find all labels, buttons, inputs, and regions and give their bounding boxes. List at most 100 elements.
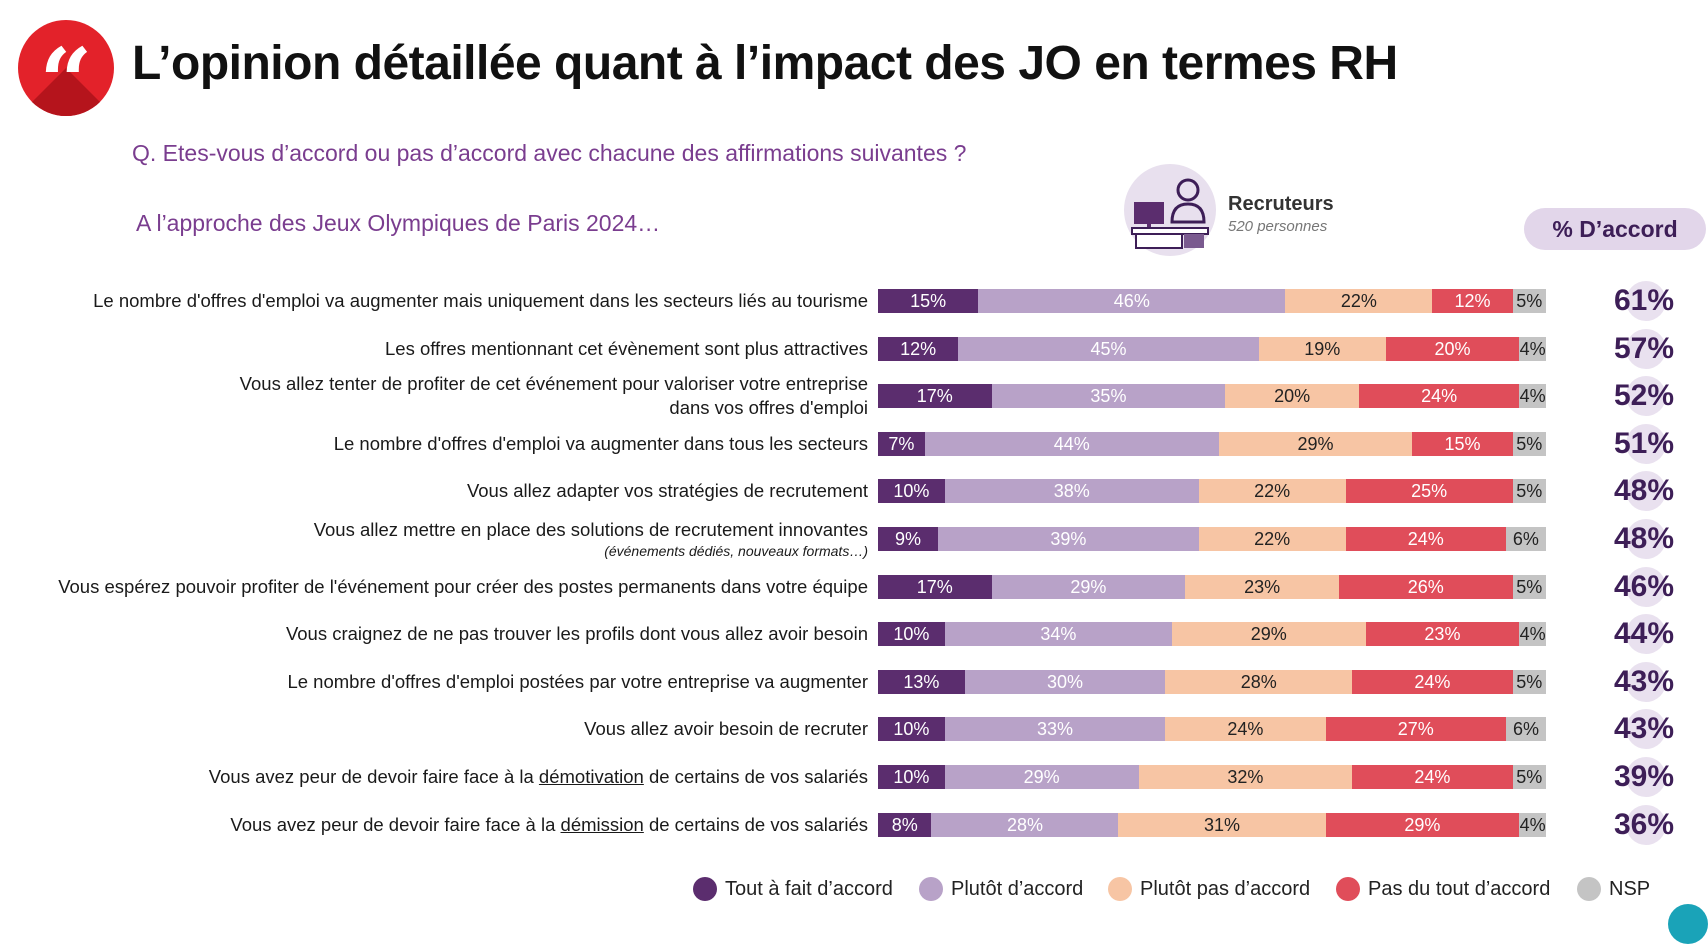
legend-item: Pas du tout d’accord xyxy=(1336,874,1550,904)
bar-segment-tout-a-fait: 13% xyxy=(878,669,965,694)
legend-item: NSP xyxy=(1577,874,1650,904)
stacked-bar: 12% 45% 19% 20% 4% xyxy=(878,336,1546,361)
survey-subquestion: A l’approche des Jeux Olympiques de Pari… xyxy=(136,210,661,236)
row-label: Vous avez peur de devoir faire face à la… xyxy=(209,755,868,799)
page-title: L’opinion détaillée quant à l’impact des… xyxy=(132,37,1398,90)
chart-legend: Tout à fait d’accord Plutôt d’accord Plutô… xyxy=(0,874,1708,904)
chart-row: Vous allez avoir besoin de recruter 10% 33… xyxy=(0,707,1708,751)
bar-segment-plutot: 33% xyxy=(944,717,1166,742)
bar-segment-nsp: 4% xyxy=(1519,336,1546,361)
accord-percentage: 39% xyxy=(1604,755,1684,799)
bar-segment-nsp: 5% xyxy=(1512,289,1546,313)
stacked-bar: 10% 29% 32% 24% 5% xyxy=(878,765,1546,789)
accord-percentage: 48% xyxy=(1604,517,1684,561)
bar-segment-tout-a-fait: 10% xyxy=(878,717,945,742)
accord-percentage: 52% xyxy=(1604,374,1684,418)
bar-segment-pas-du-tout: 24% xyxy=(1358,384,1520,409)
accord-percentage: 44% xyxy=(1604,612,1684,656)
stacked-bar: 8% 28% 31% 29% 4% xyxy=(878,812,1546,837)
stacked-bar: 10% 38% 22% 25% 5% xyxy=(878,479,1546,504)
chart-row: Vous espérez pouvoir profiter de l'événe… xyxy=(0,565,1708,609)
bar-segment-plutot: 30% xyxy=(964,669,1166,694)
bar-segment-nsp: 6% xyxy=(1505,717,1546,742)
recruiter-desk-icon xyxy=(1124,164,1216,256)
row-label-text: Vous allez tenter de profiter de cet évé… xyxy=(239,373,868,395)
legend-swatch xyxy=(1336,877,1360,901)
survey-question: Q. Etes-vous d’accord ou pas d’accord av… xyxy=(132,140,967,166)
bar-segment-pas-du-tout: 24% xyxy=(1345,527,1506,551)
accord-percentage: 43% xyxy=(1604,707,1684,751)
bar-segment-plutot-pas: 31% xyxy=(1118,812,1326,837)
chart-row: Le nombre d'offres d'emploi va augmenter… xyxy=(0,422,1708,466)
stacked-bar: 17% 35% 20% 24% 4% xyxy=(878,384,1546,409)
recruiter-count: 520 personnes xyxy=(1228,218,1328,235)
row-label-text: Les offres mentionnant cet évènement son… xyxy=(385,337,868,359)
row-label-text: Vous espérez pouvoir profiter de l'événe… xyxy=(58,575,868,597)
bar-segment-pas-du-tout: 29% xyxy=(1325,812,1520,837)
bar-segment-pas-du-tout: 25% xyxy=(1345,479,1513,504)
row-label-text: Vous craignez de ne pas trouver les prof… xyxy=(285,623,868,645)
accord-percentage: 46% xyxy=(1604,565,1684,609)
bar-segment-plutot-pas: 28% xyxy=(1165,669,1353,694)
bar-segment-pas-du-tout: 12% xyxy=(1432,289,1513,313)
row-label: Vous allez tenter de profiter de cet évé… xyxy=(239,373,868,418)
accord-percentage: 57% xyxy=(1604,327,1684,371)
row-label: Vous allez avoir besoin de recruter xyxy=(584,707,868,751)
legend-label: Plutôt pas d’accord xyxy=(1140,877,1311,900)
row-label: Vous craignez de ne pas trouver les prof… xyxy=(286,612,868,656)
bar-segment-nsp: 5% xyxy=(1512,574,1546,599)
bar-segment-plutot-pas: 29% xyxy=(1171,622,1366,647)
chart-row: Vous allez tenter de profiter de cet évé… xyxy=(0,373,1708,418)
accord-percentage: 61% xyxy=(1604,279,1684,323)
bar-segment-plutot-pas: 22% xyxy=(1198,527,1346,551)
row-label: Le nombre d'offres d'emploi va augmenter… xyxy=(93,279,868,323)
bar-segment-nsp: 6% xyxy=(1505,527,1546,551)
bar-segment-nsp: 4% xyxy=(1519,384,1546,409)
accord-percentage: 36% xyxy=(1604,803,1684,847)
bar-segment-plutot-pas: 22% xyxy=(1198,479,1346,504)
row-label: Vous allez adapter vos stratégies de rec… xyxy=(467,469,868,513)
bar-segment-plutot-pas: 19% xyxy=(1258,336,1386,361)
bar-segment-nsp: 5% xyxy=(1512,669,1546,694)
bar-segment-plutot-pas: 22% xyxy=(1285,289,1433,313)
bar-segment-tout-a-fait: 17% xyxy=(878,384,992,409)
bar-segment-plutot: 46% xyxy=(978,289,1286,313)
stacked-bar: 7% 44% 29% 15% 5% xyxy=(878,431,1546,456)
bar-segment-plutot: 29% xyxy=(944,765,1139,789)
chart-row: Vous avez peur de devoir faire face à la… xyxy=(0,755,1708,799)
legend-label: Plutôt d’accord xyxy=(951,877,1084,900)
bar-segment-tout-a-fait: 10% xyxy=(878,622,945,647)
bar-segment-plutot-pas: 23% xyxy=(1185,574,1339,599)
row-label-note: (événements dédiés, nouveaux formats…) xyxy=(604,543,868,559)
bar-segment-tout-a-fait: 8% xyxy=(878,812,932,837)
bar-segment-nsp: 5% xyxy=(1512,479,1546,504)
row-label-text: Le nombre d'offres d'emploi va augmenter… xyxy=(333,432,868,454)
stacked-bar: 17% 29% 23% 26% 5% xyxy=(878,574,1546,599)
stacked-bar: 9% 39% 22% 24% 6% xyxy=(878,527,1546,551)
legend-item: Plutôt d’accord xyxy=(919,874,1083,904)
row-label-text: Vous allez mettre en place des solutions… xyxy=(313,519,868,540)
legend-swatch xyxy=(1108,877,1132,901)
bar-segment-tout-a-fait: 15% xyxy=(878,289,979,313)
bar-segment-plutot: 44% xyxy=(924,431,1219,456)
bar-segment-tout-a-fait: 17% xyxy=(878,574,992,599)
bar-segment-plutot: 35% xyxy=(991,384,1226,409)
chart-row: Vous allez adapter vos stratégies de rec… xyxy=(0,469,1708,513)
bar-segment-plutot: 28% xyxy=(931,812,1119,837)
legend-label: NSP xyxy=(1609,877,1651,900)
chart-row: Les offres mentionnant cet évènement son… xyxy=(0,327,1708,371)
bar-segment-pas-du-tout: 24% xyxy=(1352,669,1513,694)
stacked-bar: 13% 30% 28% 24% 5% xyxy=(878,669,1546,694)
chart-row: Le nombre d'offres d'emploi postées par … xyxy=(0,660,1708,704)
bar-segment-pas-du-tout: 27% xyxy=(1325,717,1506,742)
legend-label: Pas du tout d’accord xyxy=(1368,877,1551,900)
bar-segment-tout-a-fait: 10% xyxy=(878,479,945,504)
row-label: Vous avez peur de devoir faire face à la… xyxy=(230,803,868,847)
legend-item: Tout à fait d’accord xyxy=(693,874,893,904)
legend-swatch xyxy=(919,877,943,901)
accord-percentage: 51% xyxy=(1604,422,1684,466)
row-label-text: Vous avez peur de devoir faire face à la… xyxy=(208,766,868,787)
chart-row: Le nombre d'offres d'emploi va augmenter… xyxy=(0,279,1708,323)
row-label: Vous espérez pouvoir profiter de l'événe… xyxy=(58,565,868,609)
bar-segment-plutot: 34% xyxy=(944,622,1172,647)
